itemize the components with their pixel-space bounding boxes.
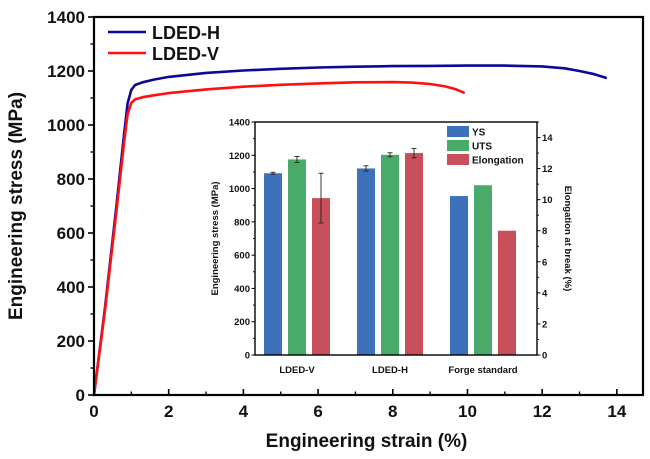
legend-label: LDED-H: [152, 23, 220, 43]
inset-y-tick-label: 0: [245, 351, 250, 362]
x-tick-label: 0: [89, 402, 98, 421]
x-tick-label: 10: [458, 402, 477, 421]
main-x-ticks: 0 2 4 6 8 10 12 14: [89, 389, 627, 421]
inset-category-labels: LDED-V LDED-H Forge standard: [279, 365, 517, 376]
inset-bars: [264, 153, 516, 355]
bar-uts: [474, 185, 492, 355]
y-tick-label: 1000: [47, 116, 85, 135]
inset-right-y-tick-label: 8: [542, 226, 547, 237]
inset-legend-swatch-ys: [447, 126, 469, 137]
series-line-lded-h: [92, 64, 607, 397]
legend-label: LDED-V: [152, 44, 219, 64]
inset-right-y-tick-label: 10: [542, 195, 553, 206]
inset-category-label: LDED-V: [279, 365, 315, 376]
inset-y-tick-label: 400: [234, 284, 250, 295]
inset-right-y-tick-label: 14: [542, 133, 553, 144]
inset-y-tick-label: 200: [234, 317, 250, 328]
series-line-lded-v: [92, 80, 465, 397]
main-y-axis-label: Engineering stress (MPa): [6, 92, 27, 320]
bar-elongation: [312, 198, 330, 355]
bar-elongation: [405, 153, 423, 355]
bar-uts: [381, 154, 399, 355]
inset-category-label: LDED-H: [372, 365, 408, 376]
inset-right-y-tick-label: 6: [542, 257, 547, 268]
inset-error-bars: [270, 147, 417, 224]
main-x-axis-label: Engineering strain (%): [266, 431, 468, 452]
inset-y-tick-label: 600: [234, 251, 250, 262]
inset-legend-swatch-uts: [447, 140, 469, 151]
x-tick-label: 14: [607, 402, 626, 421]
inset-right-y-tick-label: 0: [542, 351, 547, 362]
inset-legend-swatch-elongation: [447, 154, 469, 165]
y-tick-label: 1400: [47, 8, 85, 27]
inset-legend: YS UTS Elongation: [447, 126, 524, 167]
y-tick-label: 200: [57, 332, 85, 351]
main-series-lines: [92, 64, 607, 397]
bar-ys: [264, 173, 282, 355]
inset-right-y-tick-label: 4: [542, 288, 548, 299]
x-tick-label: 12: [533, 402, 552, 421]
bar-ys: [357, 168, 375, 355]
y-tick-label: 1200: [47, 62, 85, 81]
inset-legend-label: UTS: [472, 142, 492, 153]
inset-right-y-tick-label: 12: [542, 164, 553, 175]
bar-elongation: [498, 230, 516, 355]
x-tick-label: 2: [164, 402, 173, 421]
inset-right-y-tick-label: 2: [542, 319, 547, 330]
y-tick-label: 600: [57, 224, 85, 243]
inset-legend-label: YS: [472, 128, 486, 139]
bar-ys: [450, 196, 468, 355]
inset-y-tick-label: 800: [234, 217, 250, 228]
inset-left-y-ticks: 0 200 400 600 800 1000 1200 1400: [229, 118, 255, 362]
y-tick-label: 0: [76, 386, 85, 405]
inset-legend-label: Elongation: [472, 156, 524, 167]
inset-y-tick-label: 1400: [229, 118, 250, 129]
inset-left-y-axis-label: Engineering stress (MPa): [210, 181, 221, 295]
inset-bar-chart: 0 200 400 600 800 1000 1200 1400 0 2 4 6 8 10 12 14 LD…: [210, 118, 573, 377]
x-tick-label: 8: [388, 402, 397, 421]
x-tick-label: 6: [313, 402, 322, 421]
inset-right-y-ticks: 0 2 4 6 8 10 12 14: [537, 121, 553, 362]
inset-y-tick-label: 1000: [229, 184, 250, 195]
x-tick-label: 4: [239, 402, 249, 421]
y-tick-label: 800: [57, 170, 85, 189]
inset-category-label: Forge standard: [448, 365, 517, 376]
main-y-ticks: 0 200 400 600 800 1000 1200 1400: [47, 8, 94, 405]
inset-right-y-axis-label: Elongation at break (%): [562, 186, 573, 292]
inset-y-tick-label: 1200: [229, 151, 250, 162]
y-tick-label: 400: [57, 278, 85, 297]
bar-uts: [288, 159, 306, 355]
